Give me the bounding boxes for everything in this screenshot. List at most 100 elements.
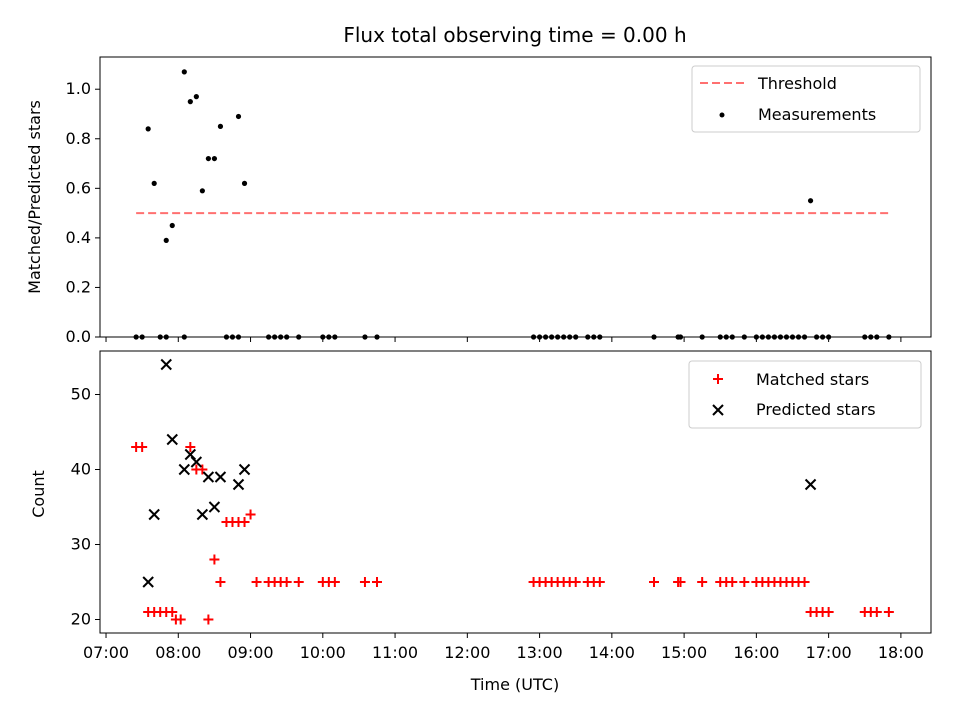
figure-title: Flux total observing time = 0.00 h (343, 23, 686, 47)
count-y-tick-label: 50 (71, 385, 91, 404)
count-legend-box (688, 360, 922, 429)
ratio-y-tick-label: 0.6 (66, 178, 91, 197)
matched-star-point (203, 614, 214, 625)
measurement-point (241, 180, 248, 186)
matched-star-point (197, 464, 208, 475)
matched-star-point (697, 577, 708, 587)
matched-star-point (359, 577, 370, 587)
ratio-panel: Matched/Predicted stars 0.0 0.2 0.4 0.6 0.8 1… (25, 56, 932, 346)
predicted-star-point (196, 508, 209, 521)
matched-star-point (883, 607, 894, 617)
ratio-legend-box (691, 65, 921, 133)
matched-star-point (209, 554, 220, 565)
count-axes-frame (99, 350, 932, 634)
measurement-point (169, 222, 175, 229)
measurement-point (211, 155, 218, 162)
count-x-ticks: 07:00 08:00 09:00 10:00 11:00 12:00 13:00 14:00… (83, 633, 924, 662)
count-y-ticks: 20 30 40 50 (71, 385, 100, 629)
predicted-star-point (208, 501, 221, 513)
count-x-tick-label: 07:00 (83, 643, 129, 662)
matched-star-point (594, 577, 605, 587)
ratio-axes-frame (99, 56, 932, 338)
count-x-tick-label: 16:00 (733, 643, 779, 662)
matched-star-point (185, 442, 196, 452)
count-x-tick-label: 18:00 (878, 643, 924, 662)
count-x-tick-label: 08:00 (155, 643, 201, 662)
predicted-star-point (184, 448, 197, 461)
ratio-legend: Threshold Measurements (691, 65, 921, 133)
count-x-axis-label: Time (UTC) (470, 675, 559, 694)
ratio-y-tick-label: 0.2 (66, 277, 91, 296)
count-x-tick-label: 15:00 (661, 643, 707, 662)
legend-predicted-swatch (712, 404, 724, 416)
matched-star-point (239, 517, 250, 527)
predicted-star-point (190, 456, 203, 468)
count-x-tick-label: 12:00 (444, 643, 490, 662)
ratio-y-tick-label: 1.0 (66, 79, 91, 98)
matched-star-point (799, 577, 810, 587)
measurement-point (163, 237, 169, 243)
matched-star-point (281, 577, 292, 587)
measurement-point (145, 126, 151, 132)
count-x-tick-label: 10:00 (300, 643, 346, 662)
predicted-star-point (148, 508, 160, 521)
measurement-point (217, 123, 224, 129)
predicted-star-point (804, 478, 817, 491)
matched-star-point (175, 614, 186, 625)
predicted-star-point (214, 471, 227, 483)
legend-matched-label: Matched stars (756, 370, 869, 389)
count-x-tick-label: 11:00 (372, 643, 418, 662)
count-y-tick-label: 40 (71, 460, 91, 479)
measurement-point (235, 113, 242, 120)
predicted-star-point (160, 358, 172, 371)
measurement-point (193, 94, 199, 100)
legend-measurements-label: Measurements (758, 105, 876, 124)
legend-predicted-label: Predicted stars (756, 400, 876, 419)
matched-star-point (329, 577, 340, 587)
matched-star-point (871, 607, 882, 617)
matched-star-point (570, 577, 581, 587)
matched-star-point (649, 577, 659, 587)
measurement-point (807, 198, 814, 204)
count-x-tick-label: 14:00 (589, 643, 635, 662)
predicted-star-point (178, 463, 191, 476)
measurement-point (151, 180, 157, 186)
ratio-y-tick-label: 0.8 (66, 129, 91, 148)
predicted-star-point (202, 471, 215, 483)
predicted-star-point (142, 576, 154, 588)
measurement-point (181, 69, 187, 75)
ratio-y-tick-label: 0.4 (66, 228, 91, 247)
measurement-point (205, 155, 211, 162)
measurement-point (187, 99, 193, 105)
count-panel: Count 20 30 40 50 07:00 08:00 09:00 10:00 11:00… (29, 350, 932, 694)
legend-threshold-label: Threshold (757, 74, 837, 93)
matched-star-point (739, 577, 750, 587)
legend-matched-swatch (713, 374, 723, 384)
ratio-y-axis-label: Matched/Predicted stars (25, 100, 44, 294)
count-plot-area (131, 358, 894, 625)
predicted-star-point (232, 478, 245, 491)
matched-star-point (372, 577, 382, 587)
count-x-tick-label: 13:00 (517, 643, 563, 662)
matched-star-point (245, 509, 256, 520)
matched-star-point (137, 442, 148, 452)
ratio-y-tick-label: 0.0 (66, 327, 91, 346)
count-y-tick-label: 30 (71, 535, 91, 554)
predicted-star-point (166, 433, 178, 446)
ratio-y-ticks: 0.0 0.2 0.4 0.6 0.8 1.0 (66, 79, 100, 346)
legend-measurements-swatch (719, 112, 725, 118)
ratio-x-ticks (105, 337, 902, 342)
matched-star-point (215, 577, 226, 587)
ratio-plot-area (133, 69, 892, 340)
matched-star-point (823, 607, 834, 617)
count-y-axis-label: Count (29, 470, 48, 518)
matched-star-point (675, 577, 686, 587)
measurement-point (199, 188, 205, 194)
count-x-tick-label: 09:00 (227, 643, 273, 662)
count-legend: Matched stars Predicted stars (688, 360, 922, 429)
count-y-tick-label: 20 (71, 610, 91, 629)
predicted-star-point (238, 463, 251, 476)
matched-star-point (167, 607, 178, 617)
matched-star-point (293, 577, 304, 587)
